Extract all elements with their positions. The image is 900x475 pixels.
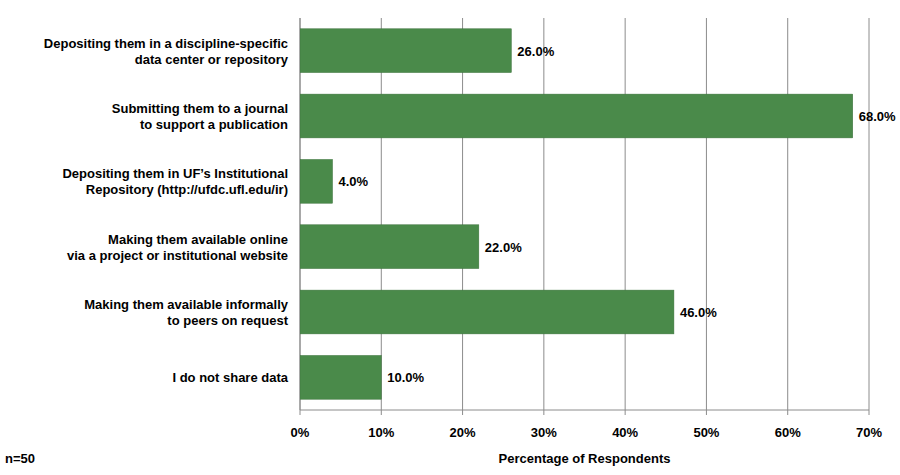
bars [300, 29, 853, 399]
x-axis-line [300, 410, 869, 411]
tick-mark [787, 410, 788, 415]
tick-mark [543, 410, 544, 415]
bar [300, 159, 333, 203]
data-label: 4.0% [339, 174, 369, 189]
tick-mark [462, 410, 463, 415]
category-label-line: I do not share data [172, 370, 288, 385]
annotation: n=50 [5, 451, 35, 466]
category-label: Making them available informallyto peers… [84, 297, 288, 328]
grid-line [381, 18, 382, 410]
category-label: Depositing them in a discipline-specific… [44, 36, 289, 67]
grid-line [300, 18, 301, 410]
data-label: 46.0% [680, 305, 717, 320]
category-label: I do not share data [172, 370, 288, 385]
category-label-line: data center or repository [135, 52, 289, 67]
bar [300, 225, 479, 269]
chart-svg: 0% 10% 20% 30% 40% 50% 60% 70% 26.0% 68.0% 4.0% 22.… [0, 0, 900, 475]
category-label: Submitting them to a journalto support a… [112, 101, 288, 132]
category-label-line: Making them available informally [84, 297, 288, 312]
tick-label: 10% [368, 425, 394, 440]
grid-line [706, 18, 707, 410]
tick-mark [706, 410, 707, 415]
tick-mark [869, 410, 870, 415]
category-label-line: Making them available online [108, 232, 288, 247]
tick-label: 30% [531, 425, 557, 440]
grid-line [869, 18, 870, 410]
bar [300, 290, 674, 334]
data-label: 22.0% [485, 240, 522, 255]
bar [300, 94, 853, 138]
category-label-line: to support a publication [140, 117, 288, 132]
grid-line [462, 18, 463, 410]
grid-line [625, 18, 626, 410]
tick-label: 70% [856, 425, 882, 440]
bar [300, 355, 381, 399]
grid-line [787, 18, 788, 410]
category-label-line: Depositing them in UF’s Institutional [62, 166, 288, 181]
category-label: Depositing them in UF’s InstitutionalRep… [62, 166, 288, 197]
tick-label: 20% [450, 425, 476, 440]
tick-label: 60% [775, 425, 801, 440]
grid-line [543, 18, 544, 410]
data-label: 26.0% [517, 44, 554, 59]
y-axis-line [300, 18, 301, 410]
category-label-line: Submitting them to a journal [112, 101, 288, 116]
category-label-line: to peers on request [167, 313, 288, 328]
tick-label: 0% [291, 425, 310, 440]
category-label-line: Depositing them in a discipline-specific [44, 36, 288, 51]
tick-mark [300, 410, 301, 415]
grid [300, 18, 869, 415]
tick-label: 50% [693, 425, 719, 440]
data-label: 10.0% [387, 370, 424, 385]
category-label-line: Repository (http://ufdc.ufl.edu/ir) [86, 182, 288, 197]
tick-label: 40% [612, 425, 638, 440]
bar [300, 29, 511, 73]
tick-mark [381, 410, 382, 415]
category-label: Making them available onlinevia a projec… [67, 232, 288, 263]
chart-container: 0% 10% 20% 30% 40% 50% 60% 70% 26.0% 68.0% 4.0% 22.… [0, 0, 900, 475]
data-label: 68.0% [859, 109, 896, 124]
category-label-line: via a project or institutional website [67, 248, 288, 263]
x-axis-title: Percentage of Respondents [499, 451, 671, 466]
tick-mark [625, 410, 626, 415]
